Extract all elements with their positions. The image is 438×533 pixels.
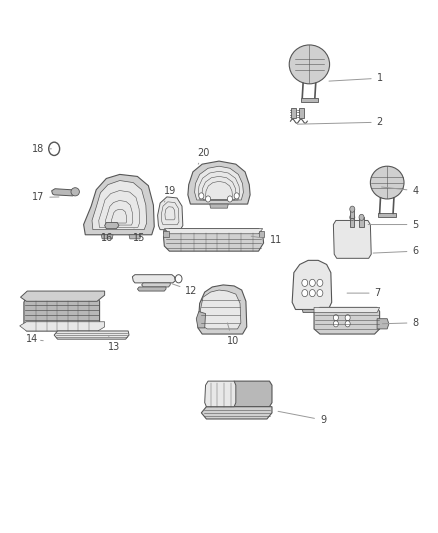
Polygon shape bbox=[54, 331, 129, 339]
Text: 5: 5 bbox=[368, 220, 419, 230]
Text: 19: 19 bbox=[164, 186, 177, 202]
Text: 15: 15 bbox=[133, 228, 145, 244]
Polygon shape bbox=[378, 213, 396, 217]
Polygon shape bbox=[350, 209, 354, 219]
Ellipse shape bbox=[333, 321, 339, 327]
Ellipse shape bbox=[302, 289, 308, 297]
Polygon shape bbox=[314, 308, 380, 312]
Polygon shape bbox=[84, 174, 154, 235]
Polygon shape bbox=[232, 381, 272, 407]
Text: 8: 8 bbox=[382, 318, 419, 328]
Polygon shape bbox=[210, 204, 228, 208]
Polygon shape bbox=[138, 287, 166, 291]
Polygon shape bbox=[196, 311, 205, 328]
Polygon shape bbox=[194, 166, 244, 200]
Polygon shape bbox=[132, 274, 175, 283]
Polygon shape bbox=[21, 291, 105, 301]
Polygon shape bbox=[350, 217, 354, 227]
Ellipse shape bbox=[175, 274, 182, 283]
Polygon shape bbox=[188, 161, 250, 204]
Text: 14: 14 bbox=[25, 334, 43, 344]
Polygon shape bbox=[20, 322, 105, 331]
Ellipse shape bbox=[371, 166, 404, 199]
Polygon shape bbox=[101, 235, 113, 239]
Text: 2: 2 bbox=[297, 117, 383, 127]
Ellipse shape bbox=[309, 279, 315, 286]
Ellipse shape bbox=[234, 193, 239, 199]
Ellipse shape bbox=[71, 188, 79, 196]
Text: 16: 16 bbox=[101, 233, 113, 244]
Ellipse shape bbox=[345, 314, 350, 321]
Ellipse shape bbox=[49, 142, 60, 156]
Polygon shape bbox=[105, 222, 119, 229]
Text: 17: 17 bbox=[32, 192, 59, 203]
Ellipse shape bbox=[309, 289, 315, 297]
Ellipse shape bbox=[333, 314, 339, 321]
Polygon shape bbox=[163, 230, 173, 233]
Ellipse shape bbox=[227, 196, 233, 202]
Ellipse shape bbox=[317, 289, 323, 297]
Polygon shape bbox=[201, 290, 241, 329]
Polygon shape bbox=[164, 229, 263, 234]
Ellipse shape bbox=[350, 214, 355, 221]
Ellipse shape bbox=[199, 193, 204, 199]
Polygon shape bbox=[205, 381, 236, 407]
Polygon shape bbox=[314, 308, 380, 334]
Polygon shape bbox=[333, 221, 371, 259]
Text: 11: 11 bbox=[251, 235, 282, 245]
Text: 12: 12 bbox=[172, 284, 198, 296]
Polygon shape bbox=[291, 108, 297, 118]
Polygon shape bbox=[302, 310, 322, 312]
Polygon shape bbox=[141, 283, 170, 287]
Polygon shape bbox=[377, 319, 389, 329]
Ellipse shape bbox=[345, 321, 350, 327]
Ellipse shape bbox=[289, 45, 329, 84]
Text: 6: 6 bbox=[373, 246, 419, 256]
Ellipse shape bbox=[359, 214, 364, 221]
Polygon shape bbox=[129, 235, 141, 239]
Polygon shape bbox=[92, 181, 147, 230]
Text: 4: 4 bbox=[381, 186, 419, 196]
Text: 13: 13 bbox=[108, 336, 120, 352]
Ellipse shape bbox=[205, 196, 211, 202]
Polygon shape bbox=[163, 229, 264, 251]
Polygon shape bbox=[198, 285, 247, 334]
Polygon shape bbox=[299, 108, 304, 118]
Polygon shape bbox=[360, 217, 364, 227]
Text: 1: 1 bbox=[329, 73, 383, 83]
Polygon shape bbox=[258, 231, 264, 237]
Ellipse shape bbox=[317, 279, 323, 286]
Text: 9: 9 bbox=[278, 411, 326, 425]
Polygon shape bbox=[300, 98, 318, 102]
Polygon shape bbox=[52, 189, 77, 196]
Ellipse shape bbox=[350, 206, 355, 212]
Text: 7: 7 bbox=[347, 288, 381, 298]
Text: 20: 20 bbox=[197, 148, 209, 164]
Text: 10: 10 bbox=[226, 323, 239, 346]
Text: 18: 18 bbox=[32, 144, 51, 154]
Ellipse shape bbox=[302, 279, 308, 286]
Polygon shape bbox=[158, 197, 183, 230]
Polygon shape bbox=[24, 296, 99, 331]
Polygon shape bbox=[292, 260, 332, 310]
Polygon shape bbox=[163, 231, 170, 237]
Polygon shape bbox=[201, 407, 272, 419]
